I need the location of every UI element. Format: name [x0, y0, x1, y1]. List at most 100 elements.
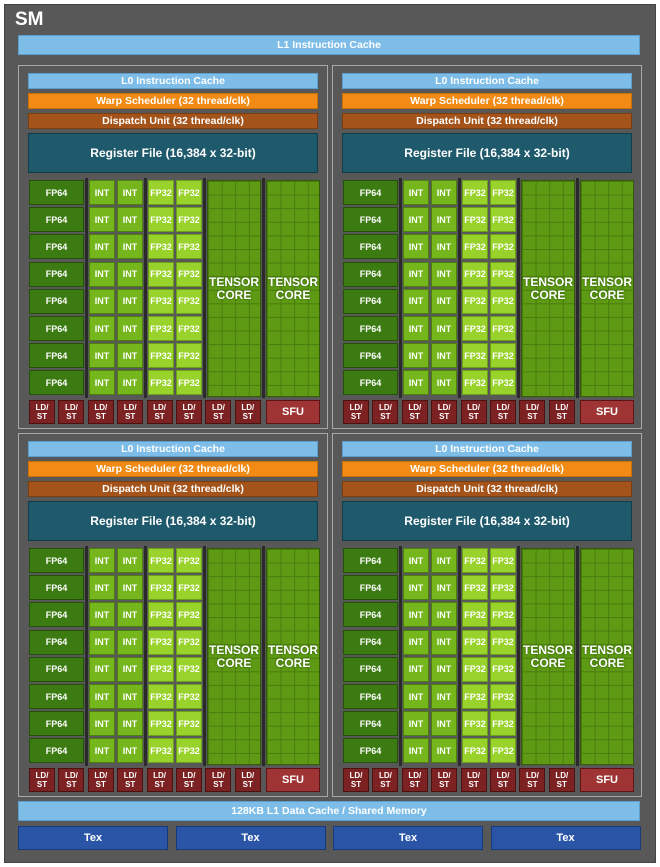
- tensor-core: TENSOR CORE: [580, 180, 634, 397]
- int-unit: INT: [431, 575, 457, 601]
- fp32-unit: FP32: [490, 711, 516, 737]
- fp64-unit: FP64: [29, 738, 84, 764]
- int-unit: INT: [431, 684, 457, 709]
- l0-instruction-cache: L0 Instruction Cache: [28, 441, 318, 457]
- column-divider: [144, 546, 147, 766]
- int-unit: INT: [89, 602, 115, 628]
- int-unit: INT: [89, 234, 115, 260]
- int-unit: INT: [117, 684, 143, 709]
- ldst-unit: LD/ST: [176, 768, 202, 792]
- int-unit: INT: [431, 370, 457, 396]
- fp64-unit: FP64: [343, 261, 398, 287]
- fp64-unit: FP64: [343, 711, 398, 737]
- column-divider: [576, 178, 579, 398]
- fp32-unit: FP32: [148, 602, 174, 628]
- fp64-unit: FP64: [29, 261, 84, 287]
- ldst-unit: LD/ST: [146, 400, 173, 424]
- int-unit: INT: [403, 738, 429, 764]
- fp32-unit: FP32: [490, 370, 516, 396]
- int-unit: INT: [117, 288, 143, 314]
- fp64-unit: FP64: [29, 234, 84, 260]
- fp32-unit: FP32: [462, 548, 488, 573]
- fp64-unit: FP64: [343, 629, 398, 655]
- fp32-unit: FP32: [176, 207, 202, 233]
- ldst-unit: LD/ST: [548, 400, 575, 424]
- int-unit: INT: [89, 629, 115, 655]
- register-file: Register File (16,384 x 32-bit): [28, 133, 318, 173]
- column-divider: [517, 178, 520, 398]
- ldst-unit: LD/ST: [519, 768, 546, 792]
- tensor-core: TENSOR CORE: [266, 180, 320, 397]
- int-unit: INT: [117, 575, 143, 601]
- column-divider: [85, 546, 88, 766]
- fp32-unit: FP32: [176, 370, 202, 396]
- int-unit: INT: [431, 180, 457, 205]
- fp32-unit: FP32: [148, 684, 174, 709]
- fp32-unit: FP32: [176, 343, 202, 369]
- ldst-unit: LD/ST: [548, 768, 575, 792]
- register-file: Register File (16,384 x 32-bit): [342, 133, 632, 173]
- fp32-unit: FP32: [490, 234, 516, 260]
- fp32-unit: FP32: [490, 602, 516, 628]
- int-unit: INT: [89, 261, 115, 287]
- fp32-unit: FP32: [148, 180, 174, 205]
- fp32-unit: FP32: [462, 629, 488, 655]
- tensor-core: TENSOR CORE: [521, 548, 575, 765]
- fp64-unit: FP64: [343, 575, 398, 601]
- dispatch-unit: Dispatch Unit (32 thread/clk): [342, 113, 632, 129]
- int-unit: INT: [403, 656, 429, 682]
- fp32-unit: FP32: [176, 180, 202, 205]
- fp64-unit: FP64: [29, 575, 84, 601]
- fp64-unit: FP64: [29, 316, 84, 341]
- sfu-unit: SFU: [580, 768, 634, 792]
- fp32-unit: FP32: [462, 343, 488, 369]
- int-unit: INT: [403, 602, 429, 628]
- tensor-core: TENSOR CORE: [266, 548, 320, 765]
- fp32-unit: FP32: [148, 656, 174, 682]
- tensor-core: TENSOR CORE: [207, 548, 261, 765]
- fp32-unit: FP32: [490, 629, 516, 655]
- ldst-unit: LD/ST: [401, 768, 428, 792]
- int-unit: INT: [403, 207, 429, 233]
- fp32-unit: FP32: [490, 316, 516, 341]
- ldst-unit: LD/ST: [234, 768, 261, 792]
- l1-instruction-cache: L1 Instruction Cache: [18, 35, 640, 55]
- fp64-unit: FP64: [29, 207, 84, 233]
- fp32-unit: FP32: [490, 207, 516, 233]
- fp32-unit: FP32: [490, 261, 516, 287]
- column-divider: [458, 546, 461, 766]
- tex-unit: Tex: [490, 826, 641, 850]
- fp64-unit: FP64: [343, 288, 398, 314]
- fp64-unit: FP64: [343, 684, 398, 709]
- int-unit: INT: [89, 575, 115, 601]
- register-file: Register File (16,384 x 32-bit): [342, 501, 632, 541]
- int-unit: INT: [89, 180, 115, 205]
- fp32-unit: FP32: [490, 656, 516, 682]
- int-unit: INT: [117, 343, 143, 369]
- fp32-unit: FP32: [148, 207, 174, 233]
- ldst-unit: LD/ST: [58, 768, 85, 792]
- int-unit: INT: [117, 234, 143, 260]
- int-unit: INT: [117, 602, 143, 628]
- ldst-unit: LD/ST: [205, 768, 232, 792]
- int-unit: INT: [431, 288, 457, 314]
- l1-data-cache: 128KB L1 Data Cache / Shared Memory: [18, 801, 640, 821]
- ldst-unit: LD/ST: [460, 400, 487, 424]
- fp32-unit: FP32: [490, 575, 516, 601]
- ldst-unit: LD/ST: [87, 768, 114, 792]
- ldst-unit: LD/ST: [146, 768, 173, 792]
- fp64-unit: FP64: [343, 738, 398, 764]
- int-unit: INT: [403, 370, 429, 396]
- tensor-core: TENSOR CORE: [580, 548, 634, 765]
- int-unit: INT: [431, 629, 457, 655]
- fp64-unit: FP64: [29, 656, 84, 682]
- ldst-unit: LD/ST: [117, 400, 144, 424]
- int-unit: INT: [89, 738, 115, 764]
- fp32-unit: FP32: [462, 261, 488, 287]
- fp64-unit: FP64: [343, 656, 398, 682]
- ldst-unit: LD/ST: [58, 400, 85, 424]
- int-unit: INT: [403, 629, 429, 655]
- fp64-unit: FP64: [29, 602, 84, 628]
- processing-block: L0 Instruction Cache Warp Scheduler (32 …: [332, 433, 642, 797]
- fp32-unit: FP32: [490, 684, 516, 709]
